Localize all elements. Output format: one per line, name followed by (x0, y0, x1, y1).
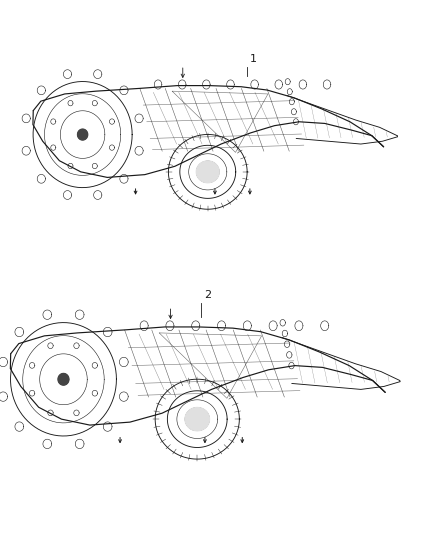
Text: 1: 1 (250, 54, 257, 64)
Polygon shape (58, 374, 69, 385)
Polygon shape (78, 129, 88, 140)
Polygon shape (196, 161, 219, 183)
Text: 2: 2 (204, 290, 211, 300)
Polygon shape (185, 408, 209, 431)
